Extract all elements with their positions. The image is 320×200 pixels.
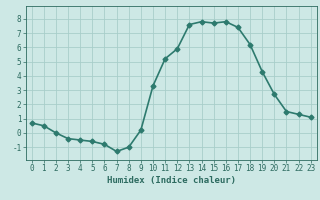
X-axis label: Humidex (Indice chaleur): Humidex (Indice chaleur)	[107, 176, 236, 185]
